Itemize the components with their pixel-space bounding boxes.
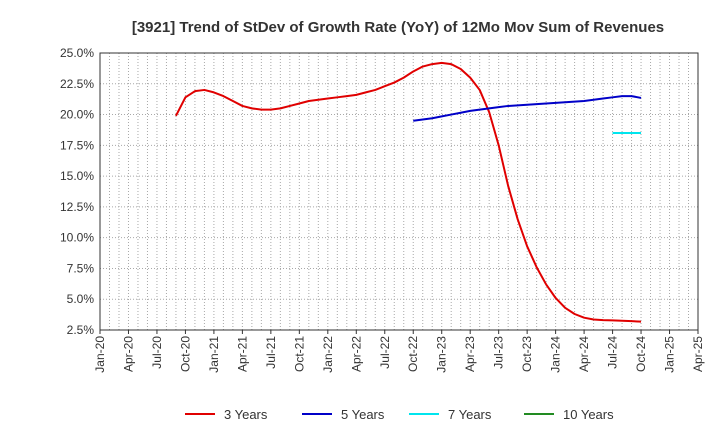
chart-title: [3921] Trend of StDev of Growth Rate (Yo… <box>132 19 664 36</box>
legend-label: 3 Years <box>224 407 268 422</box>
legend: 3 Years 5 Years 7 Years 10 Years <box>185 407 614 422</box>
y-tick-label: 12.5% <box>60 200 94 214</box>
x-tick-label: Jul-24 <box>606 336 620 369</box>
x-tick-label: Jul-23 <box>492 336 506 369</box>
y-tick-label: 10.0% <box>60 231 94 245</box>
series-line-3-years <box>175 61 642 323</box>
y-tick-label: 17.5% <box>60 138 94 152</box>
grid-lines <box>100 53 698 330</box>
y-tick-label: 7.5% <box>67 261 95 275</box>
series-line-5-years <box>413 95 642 122</box>
x-tick-label: Oct-20 <box>178 336 192 372</box>
y-axis-ticks: 2.5% 5.0% 7.5% 10.0% 12.5% 15.0% 17.5% 20.0% 22.… <box>60 46 94 337</box>
y-tick-label: 25.0% <box>60 46 94 60</box>
x-tick-label: Apr-22 <box>349 336 363 372</box>
legend-label: 7 Years <box>448 407 492 422</box>
y-tick-label: 15.0% <box>60 169 94 183</box>
x-tick-label: Jan-21 <box>207 336 221 373</box>
x-tick-label: Oct-21 <box>292 336 306 372</box>
x-tick-label: Jan-22 <box>321 336 335 373</box>
x-axis-ticks: Jan-20 Apr-20 Jul-20 Oct-20 Jan-21 Apr-21 Jul-… <box>93 330 705 373</box>
x-tick-label: Oct-22 <box>406 336 420 372</box>
x-tick-label: Jul-22 <box>378 336 392 369</box>
x-tick-label: Oct-23 <box>520 336 534 372</box>
plot-area-frame <box>99 52 699 331</box>
x-tick-label: Apr-25 <box>691 336 705 372</box>
x-tick-label: Apr-23 <box>463 336 477 372</box>
y-tick-label: 20.0% <box>60 108 94 122</box>
x-tick-label: Jan-24 <box>549 336 563 373</box>
x-tick-label: Apr-21 <box>235 336 249 372</box>
y-tick-label: 22.5% <box>60 77 94 91</box>
legend-label: 10 Years <box>563 407 614 422</box>
x-tick-label: Apr-24 <box>577 336 591 372</box>
y-tick-label: 2.5% <box>67 323 95 337</box>
y-tick-label: 5.0% <box>67 292 95 306</box>
x-tick-label: Oct-24 <box>634 336 648 372</box>
x-tick-label: Jul-20 <box>150 336 164 369</box>
x-tick-label: Jan-25 <box>663 336 677 373</box>
legend-label: 5 Years <box>341 407 385 422</box>
series-lines <box>175 61 642 323</box>
x-tick-label: Jan-20 <box>93 336 107 373</box>
x-tick-label: Jul-21 <box>264 336 278 369</box>
x-tick-label: Apr-20 <box>121 336 135 372</box>
x-tick-label: Jan-23 <box>435 336 449 373</box>
